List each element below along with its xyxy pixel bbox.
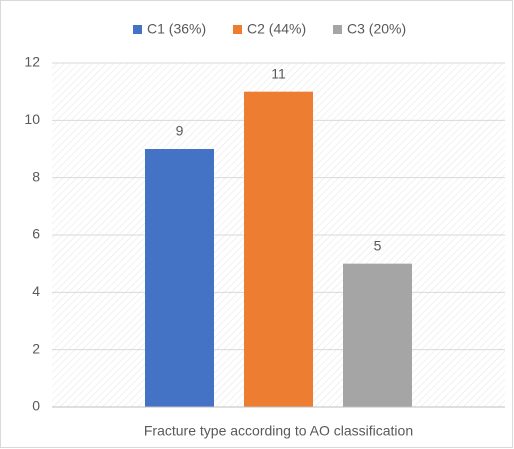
legend-label: C3 (20%)	[347, 21, 406, 37]
legend-swatch	[233, 25, 242, 34]
bar	[244, 91, 313, 408]
legend-swatch	[133, 25, 142, 34]
bar	[145, 149, 214, 407]
y-tick-label: 10	[24, 111, 40, 127]
y-tick-label: 12	[24, 54, 40, 70]
legend-label: C2 (44%)	[247, 21, 306, 37]
data-label: 11	[271, 65, 286, 81]
y-tick-label: 2	[32, 340, 40, 356]
y-tick-label: 4	[32, 283, 40, 299]
bar	[343, 263, 412, 407]
x-axis-label: Fracture type according to AO classifica…	[144, 423, 413, 439]
data-label: 5	[374, 237, 382, 253]
y-tick-label: 8	[32, 168, 40, 184]
legend-label: C1 (36%)	[147, 21, 206, 37]
y-tick-label: 0	[32, 398, 40, 414]
legend-swatch	[333, 25, 342, 34]
data-label: 9	[176, 123, 184, 139]
y-tick-label: 6	[32, 226, 40, 242]
